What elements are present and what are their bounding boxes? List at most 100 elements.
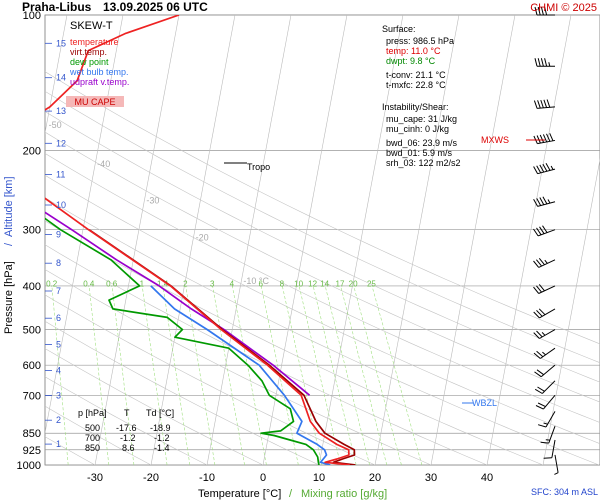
temperature-tick-label: -10 bbox=[199, 472, 215, 484]
legend-item: udpraft v.temp. bbox=[70, 77, 129, 87]
wind-barb bbox=[554, 454, 559, 475]
isotherm-line bbox=[374, 15, 460, 465]
temperature-tick-label: 40 bbox=[481, 472, 493, 484]
dry-adiabat bbox=[45, 90, 600, 364]
wind-barb bbox=[533, 284, 556, 294]
mixing-ratio-label: 12 bbox=[308, 280, 317, 289]
pressure-tick-label: 100 bbox=[23, 10, 41, 22]
legend-item: virt.temp. bbox=[70, 47, 107, 57]
mu-cape-badge-bg bbox=[66, 96, 124, 107]
wind-barb bbox=[540, 426, 556, 444]
table-cell: -17.6 bbox=[116, 423, 137, 433]
wind-barb bbox=[533, 162, 556, 175]
altitude-tick-label: 6 bbox=[56, 313, 61, 323]
wind-barb bbox=[533, 225, 556, 237]
pressure-tick-label: 850 bbox=[23, 428, 41, 440]
x-axis-label: Temperature [°C] bbox=[198, 488, 281, 500]
isotherm-line bbox=[150, 15, 236, 465]
dry-adiabat bbox=[45, 220, 544, 465]
tropopause-label: Tropo bbox=[247, 162, 270, 172]
altitude-tick-label: 13 bbox=[56, 106, 66, 116]
x-axis-separator: / bbox=[289, 488, 293, 500]
altitude-tick-label: 7 bbox=[56, 286, 61, 296]
altitude-tick-label: 3 bbox=[56, 391, 61, 401]
table-header: p [hPa] bbox=[78, 408, 107, 418]
mixing-ratio-label: 17 bbox=[336, 280, 345, 289]
wind-barb bbox=[534, 364, 556, 378]
isotherm-label: -30 bbox=[146, 196, 159, 206]
isotherm-label: -10 °C bbox=[243, 276, 269, 286]
pressure-tick-label: 600 bbox=[23, 360, 41, 372]
table-cell: 8.6 bbox=[122, 443, 135, 453]
mixing-ratio-line bbox=[141, 285, 168, 465]
altitude-tick-label: 15 bbox=[56, 38, 66, 48]
y-axis-label: Pressure [hPa] bbox=[3, 261, 15, 334]
table-cell: -1.4 bbox=[154, 443, 170, 453]
mixing-ratio-line bbox=[232, 285, 267, 465]
isotherm-line bbox=[262, 15, 348, 465]
mixing-ratio-label: 14 bbox=[320, 280, 329, 289]
dry-adiabat bbox=[45, 111, 600, 383]
altitude-tick-label: 11 bbox=[56, 170, 65, 180]
instability-title: Instability/Shear: bbox=[382, 102, 449, 112]
altitude-tick-label: 9 bbox=[56, 230, 61, 240]
surface-info: Surface: press: 986.5 hPa temp: 11.0 °C … bbox=[382, 24, 454, 90]
mixing-ratio-label: 0.4 bbox=[83, 280, 95, 289]
mixing-ratio-label: 3 bbox=[210, 280, 215, 289]
wind-barb bbox=[537, 411, 556, 428]
mixing-ratio-label: 0.6 bbox=[106, 280, 118, 289]
isotherm-line bbox=[542, 158, 600, 465]
series-line-udpraft-v-temp bbox=[45, 211, 311, 396]
series-line-dew-point bbox=[45, 217, 320, 465]
instability-info: Instability/Shear: mu_cape: 31 J/kg mu_c… bbox=[382, 102, 461, 168]
dry-adiabat bbox=[45, 153, 600, 423]
pressure-tick-label: 925 bbox=[23, 445, 41, 457]
mixing-ratio-line bbox=[88, 285, 110, 465]
wind-barb bbox=[533, 196, 556, 207]
level-table: p [hPa] T Td [°C] 500 -17.6 -18.9 700 -1… bbox=[78, 408, 174, 453]
dry-adiabat bbox=[45, 131, 600, 403]
y-axis-label-altitude: Altitude [km] bbox=[3, 176, 15, 237]
wind-barb bbox=[534, 6, 555, 16]
altitude-tick-label: 2 bbox=[56, 415, 61, 425]
dry-adiabat bbox=[45, 174, 600, 445]
wind-barb bbox=[533, 133, 556, 145]
station-name: Praha-Libus bbox=[22, 0, 92, 14]
pressure-tick-label: 200 bbox=[23, 146, 41, 158]
altitude-tick-label: 8 bbox=[56, 258, 61, 268]
isotherm-line bbox=[206, 15, 292, 465]
mixing-ratio-label: 4 bbox=[230, 280, 235, 289]
mixing-ratio-label: 20 bbox=[349, 280, 358, 289]
instability-item: mu_cape: 31 J/kg bbox=[386, 114, 457, 124]
credit-link[interactable]: CHMI © 2025 bbox=[530, 2, 597, 14]
wbzl-label: WBZL bbox=[472, 398, 497, 408]
mixing-ratio-line bbox=[185, 285, 216, 465]
pressure-tick-label: 700 bbox=[23, 390, 41, 402]
table-header: T bbox=[124, 408, 130, 418]
wind-barb bbox=[535, 394, 556, 410]
wind-barb bbox=[533, 329, 556, 339]
altitude-tick-label: 4 bbox=[56, 365, 61, 375]
surface-tmxfc: t-mxfc: 22.8 °C bbox=[386, 80, 446, 90]
altitude-tick-label: 14 bbox=[56, 73, 66, 83]
dry-adiabat bbox=[45, 294, 376, 465]
wind-barb bbox=[533, 347, 556, 359]
legend-item: temperature bbox=[70, 37, 119, 47]
wind-barb bbox=[543, 439, 556, 459]
pressure-tick-label: 300 bbox=[23, 225, 41, 237]
mixing-ratio-label: 2 bbox=[183, 280, 188, 289]
surface-title: Surface: bbox=[382, 24, 416, 34]
dry-adiabat bbox=[45, 320, 320, 465]
dry-adiabat bbox=[45, 197, 600, 465]
temperature-tick-label: -20 bbox=[143, 472, 159, 484]
wind-barb bbox=[534, 58, 556, 67]
altitude-tick-label: 1 bbox=[56, 439, 61, 449]
isotherm-line bbox=[318, 15, 404, 465]
table-cell: 850 bbox=[85, 443, 100, 453]
dry-adiabat bbox=[45, 269, 432, 465]
mxws-label: MXWS bbox=[481, 135, 509, 145]
pressure-tick-label: 400 bbox=[23, 281, 41, 293]
mixing-ratio-line bbox=[162, 285, 191, 465]
surface-temp: temp: 11.0 °C bbox=[386, 46, 441, 56]
